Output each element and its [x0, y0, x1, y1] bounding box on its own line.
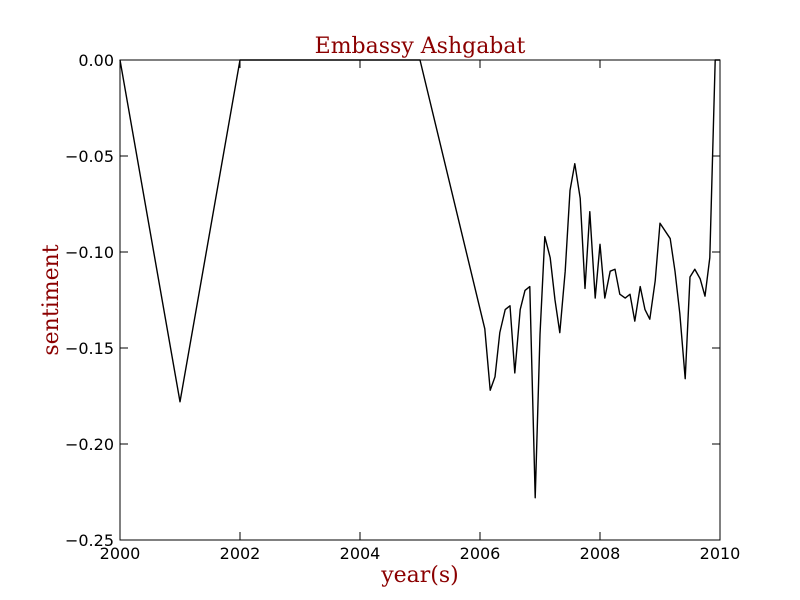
plot-frame [119, 59, 721, 541]
chart-title: Embassy Ashgabat [315, 34, 526, 59]
x-tick-label: 2008 [580, 544, 621, 563]
x-axis-label: year(s) [380, 563, 459, 588]
y-tick-label: −0.05 [65, 147, 114, 166]
x-tick-label: 2004 [340, 544, 381, 563]
x-tick-label: 2002 [220, 544, 261, 563]
x-axis: 2000 2002 2004 2006 2008 2010 [100, 60, 741, 563]
sentiment-line [119, 59, 720, 499]
y-axis: 0.00 −0.05 −0.10 −0.15 −0.20 −0.25 [65, 51, 720, 550]
x-tick-label: 2000 [100, 544, 141, 563]
y-axis-label: sentiment [39, 244, 64, 355]
x-tick-label: 2006 [460, 544, 501, 563]
y-tick-label: −0.20 [65, 435, 114, 454]
y-tick-label: 0.00 [78, 51, 114, 70]
y-tick-label: −0.10 [65, 243, 114, 262]
y-tick-label: −0.25 [65, 531, 114, 550]
y-tick-label: −0.15 [65, 339, 114, 358]
x-tick-label: 2010 [700, 544, 741, 563]
